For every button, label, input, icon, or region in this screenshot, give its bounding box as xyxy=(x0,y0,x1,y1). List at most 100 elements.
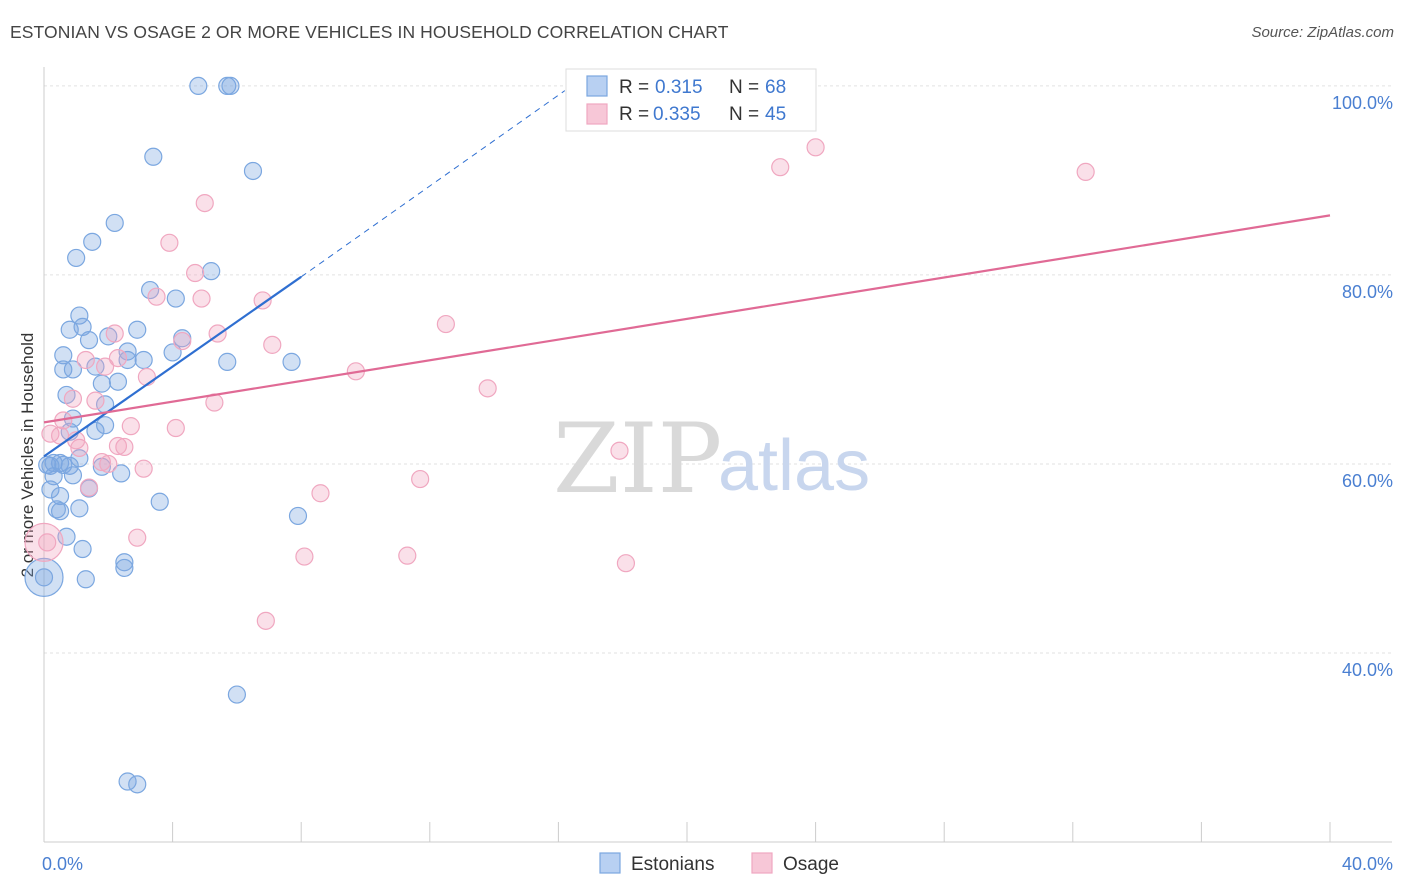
point-estonians-25 xyxy=(86,357,105,376)
point-osage-5 xyxy=(186,263,205,283)
bottom-legend-label-osage: Osage xyxy=(783,854,839,875)
legend-r-value-estonians: 0.315 xyxy=(655,77,703,98)
point-osage-36 xyxy=(311,484,330,503)
point-estonians-59 xyxy=(76,570,95,589)
point-osage-30 xyxy=(108,436,128,456)
point-estonians-10 xyxy=(166,289,185,308)
point-osage-4 xyxy=(160,233,179,252)
point-estonians-56 xyxy=(73,539,92,559)
legend-n-value-estonians: 68 xyxy=(765,77,786,98)
x-tick-label-0: 0.0% xyxy=(42,854,83,874)
point-estonians-29 xyxy=(92,374,111,393)
point-estonians-60 xyxy=(34,568,54,587)
point-estonians-50 xyxy=(150,492,169,511)
point-osage-3 xyxy=(195,193,214,213)
point-estonians-52 xyxy=(50,502,70,521)
point-estonians-53 xyxy=(70,499,89,518)
point-estonians-23 xyxy=(218,352,237,371)
legend-n-value-osage: 45 xyxy=(765,104,786,125)
bottom-legend-swatch-estonians xyxy=(599,852,621,874)
point-estonians-27 xyxy=(63,360,83,379)
point-osage-9 xyxy=(436,314,455,334)
y-tick-label-2: 80.0% xyxy=(1342,282,1393,302)
point-estonians-33 xyxy=(95,416,115,435)
point-estonians-16 xyxy=(79,331,99,350)
point-osage-38 xyxy=(38,533,57,552)
point-osage-21 xyxy=(86,391,105,410)
chart-title: ESTONIAN VS OSAGE 2 OR MORE VEHICLES IN … xyxy=(10,22,729,42)
point-estonians-4 xyxy=(243,161,263,181)
point-estonians-57 xyxy=(115,553,134,572)
point-estonians-26 xyxy=(54,360,73,379)
point-osage-14 xyxy=(108,348,128,368)
y-tick-label-1: 60.0% xyxy=(1342,471,1393,491)
x-tick-label-1: 40.0% xyxy=(1342,854,1393,874)
y-tick-label-3: 100.0% xyxy=(1332,93,1393,113)
point-estonians-28 xyxy=(108,372,128,391)
point-estonians-36 xyxy=(70,449,89,468)
legend-swatch-estonians xyxy=(586,75,608,97)
point-estonians-20 xyxy=(54,346,73,365)
point-estonians-5 xyxy=(105,213,124,233)
point-estonians-24 xyxy=(282,352,301,371)
legend-n-label-osage: N = xyxy=(729,104,759,125)
point-osage-18 xyxy=(137,367,156,387)
point-osage-31 xyxy=(610,441,629,460)
trend-line-estonians xyxy=(43,275,302,458)
data-points xyxy=(24,76,1095,794)
point-osage-15 xyxy=(76,350,95,370)
point-osage-0 xyxy=(806,138,825,157)
point-estonians-7 xyxy=(67,248,86,268)
point-osage-8 xyxy=(253,291,272,310)
point-osage-19 xyxy=(478,379,497,398)
point-osage-37 xyxy=(128,528,147,547)
point-osage-20 xyxy=(63,389,83,408)
y-tick-labels: 40.0% 60.0% 80.0% 100.0% xyxy=(1332,93,1393,680)
point-estonians-44 xyxy=(112,464,131,483)
point-estonians-14 xyxy=(128,320,147,339)
point-estonians-2 xyxy=(221,76,240,96)
point-estonians-45 xyxy=(63,466,83,485)
point-osage-33 xyxy=(134,459,153,478)
point-osage-24 xyxy=(121,417,140,436)
trend-line-extension-estonians xyxy=(300,90,566,278)
point-osage-32 xyxy=(92,452,111,472)
legend-r-value-osage: 0.335 xyxy=(653,104,701,125)
point-osage-41 xyxy=(616,554,636,573)
stats-legend: R = 0.315 N = 68 R = 0.335 N = 45 xyxy=(565,68,817,132)
point-osage-13 xyxy=(263,335,282,354)
point-osage-1 xyxy=(771,158,790,177)
point-osage-7 xyxy=(192,289,211,308)
point-estonians-22 xyxy=(134,350,153,370)
point-estonians-47 xyxy=(41,480,60,499)
point-estonians-11 xyxy=(70,306,89,325)
point-estonians-3 xyxy=(144,147,163,166)
point-osage-35 xyxy=(79,478,99,497)
point-estonians-6 xyxy=(83,232,102,251)
bottom-legend-label-estonians: Estonians xyxy=(631,854,714,875)
point-estonians-58 xyxy=(115,558,134,578)
y-tick-label-0: 40.0% xyxy=(1342,660,1393,680)
trend-lines xyxy=(43,90,1331,458)
axes xyxy=(43,67,1392,843)
point-osage-6 xyxy=(147,287,166,306)
point-osage-34 xyxy=(411,469,430,489)
point-osage-16 xyxy=(95,357,115,376)
point-estonians-0 xyxy=(189,76,208,96)
point-osage-2 xyxy=(1076,162,1095,182)
gridlines xyxy=(44,85,1392,654)
point-osage-39 xyxy=(295,547,314,566)
point-osage-42 xyxy=(256,611,275,630)
bottom-legend-swatch-osage xyxy=(751,852,773,874)
x-tick-labels: 0.0% 40.0% xyxy=(42,854,1393,874)
chart-source: Source: ZipAtlas.com xyxy=(1251,24,1394,41)
stats-legend-box xyxy=(565,68,817,132)
point-osage-10 xyxy=(105,324,124,343)
point-estonians-34 xyxy=(86,421,105,440)
point-osage-25 xyxy=(166,418,185,438)
point-estonians-55 xyxy=(57,527,76,546)
point-estonians-54 xyxy=(288,506,308,526)
series-legend: Estonians Osage xyxy=(599,852,839,875)
point-estonians-13 xyxy=(60,320,79,339)
